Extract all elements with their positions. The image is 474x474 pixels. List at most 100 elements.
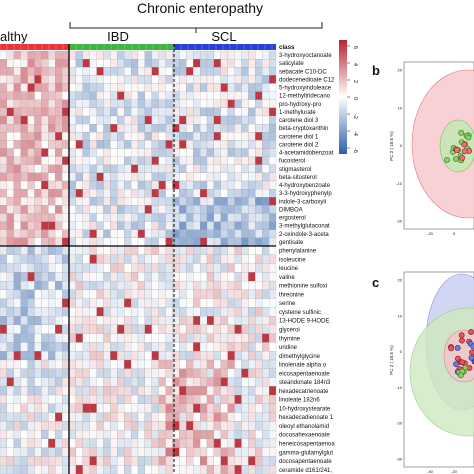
heatmap-cell xyxy=(269,342,277,352)
heatmap-cell xyxy=(165,324,173,334)
heatmap-cell xyxy=(158,447,166,457)
heatmap-cell xyxy=(41,289,49,299)
heatmap-cell xyxy=(103,83,111,92)
heatmap-cell xyxy=(96,156,104,165)
heatmap-cell xyxy=(6,359,14,369)
heatmap-cell xyxy=(151,377,159,387)
heatmap-cell xyxy=(131,465,139,474)
heatmap-cell xyxy=(165,132,173,141)
heatmap-cell xyxy=(262,245,270,255)
heatmap-cell xyxy=(269,237,277,247)
heatmap-cell xyxy=(13,115,21,125)
heatmap-cell xyxy=(110,342,118,352)
heatmap-cell xyxy=(241,189,249,198)
heatmap-cell xyxy=(234,263,242,273)
heatmap-cell xyxy=(213,205,221,214)
heatmap-cell xyxy=(220,59,228,68)
y-tick-label: 10 xyxy=(398,313,403,318)
heatmap-cell xyxy=(186,229,194,238)
heatmap-cell xyxy=(151,272,159,282)
heatmap-cell xyxy=(193,140,201,149)
heatmap-cell xyxy=(137,342,146,352)
heatmap-cell xyxy=(20,421,28,431)
heatmap-cell xyxy=(234,91,242,100)
heatmap-cell xyxy=(200,148,208,157)
heatmap-cell xyxy=(68,377,77,387)
heatmap-cell xyxy=(255,254,263,264)
heatmap-cell xyxy=(96,316,104,326)
heatmap-cell xyxy=(61,377,70,387)
heatmap-cell xyxy=(131,148,139,157)
heatmap-cell xyxy=(269,75,277,84)
heatmap-cell xyxy=(144,50,152,60)
heatmap-cell xyxy=(41,50,49,60)
heatmap-cell xyxy=(269,421,277,431)
heatmap-cell xyxy=(213,377,221,387)
heatmap-cell xyxy=(227,50,235,60)
heatmap-cell xyxy=(241,359,249,369)
heatmap-cell xyxy=(82,377,90,387)
heatmap-cell xyxy=(82,115,90,125)
heatmap-cell xyxy=(179,403,187,413)
heatmap-cell xyxy=(55,351,63,361)
heatmap-cell xyxy=(144,280,152,290)
heatmap-cell xyxy=(6,213,14,222)
heatmap-cell xyxy=(144,172,152,182)
heatmap-cell xyxy=(117,447,125,457)
heatmap-cell xyxy=(248,189,256,198)
row-label: beta-cryptoxanthin xyxy=(279,126,328,132)
heatmap-cell xyxy=(0,465,8,474)
heatmap-cell xyxy=(82,307,90,317)
heatmap-cell xyxy=(213,394,221,404)
heatmap-cell xyxy=(151,156,159,165)
heatmap-cell xyxy=(137,140,146,149)
heatmap-cell xyxy=(20,213,28,222)
heatmap-cell xyxy=(137,205,146,214)
heatmap-cell xyxy=(27,351,35,361)
heatmap-cell xyxy=(110,245,118,255)
heatmap-cell xyxy=(248,456,256,466)
heatmap-cell xyxy=(110,280,118,290)
heatmap-cell xyxy=(269,359,277,369)
heatmap-cell xyxy=(68,447,77,457)
heatmap-cell xyxy=(193,324,201,334)
heatmap-cell xyxy=(269,197,277,206)
heatmap-cell xyxy=(48,359,56,369)
heatmap-cell xyxy=(34,237,42,247)
heatmap-cell xyxy=(262,263,270,273)
heatmap-cell xyxy=(89,403,97,413)
heatmap-cell xyxy=(137,298,146,308)
heatmap-cell xyxy=(13,280,21,290)
heatmap-cell xyxy=(103,132,111,141)
heatmap-cell xyxy=(144,221,152,230)
heatmap-cell xyxy=(96,307,104,317)
heatmap-cell xyxy=(131,115,139,125)
heatmap-cell xyxy=(165,245,173,255)
heatmap-cell xyxy=(137,289,146,299)
heatmap-cell xyxy=(248,254,256,264)
heatmap-cell xyxy=(241,221,249,230)
heatmap-cell xyxy=(206,298,215,308)
heatmap-cell xyxy=(206,403,215,413)
row-label: stearidonate 184n3 xyxy=(279,380,331,386)
heatmap-cell xyxy=(234,394,242,404)
heatmap-cell xyxy=(6,180,14,190)
heatmap-cell xyxy=(262,99,270,108)
heatmap-cell xyxy=(75,316,83,326)
heatmap-cell xyxy=(227,377,235,387)
heatmap-cell xyxy=(137,272,146,282)
heatmap-cell xyxy=(137,263,146,273)
heatmap-cell xyxy=(41,359,49,369)
heatmap-cell xyxy=(124,67,132,76)
heatmap-cell xyxy=(13,333,21,343)
heatmap-cell xyxy=(248,403,256,413)
heatmap-cell xyxy=(165,213,173,222)
heatmap-cell xyxy=(220,50,228,60)
heatmap-cell xyxy=(144,412,152,422)
heatmap-cell xyxy=(165,205,173,214)
row-label: carotene diol 3 xyxy=(279,118,319,124)
heatmap-cell xyxy=(34,99,42,108)
heatmap-cell xyxy=(255,316,263,326)
heatmap-cell xyxy=(34,180,42,190)
heatmap-cell xyxy=(96,342,104,352)
